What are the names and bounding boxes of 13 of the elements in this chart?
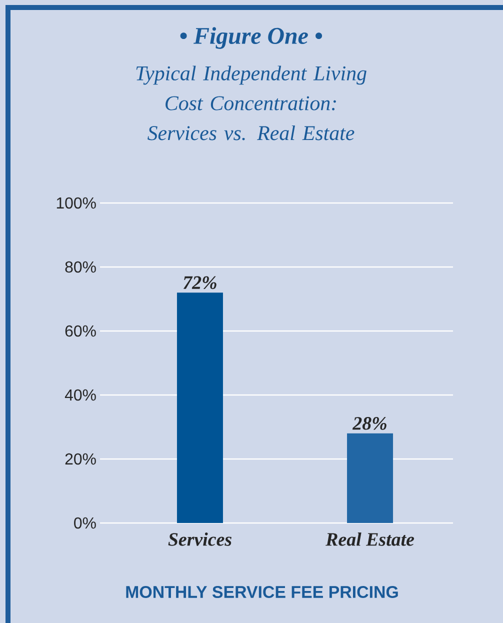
data-label: 28%	[352, 417, 386, 430]
y-tick-label: 100%	[56, 197, 96, 209]
x-tick-label: Services	[168, 532, 232, 546]
data-label: 72%	[183, 276, 216, 290]
chart-subtitle: Typical Independent Living Cost Concentration: Services vs. Real Estate	[136, 66, 366, 140]
x-axis-title: MONTHLY SERVICE FEE PRICING	[126, 586, 398, 598]
y-tick-label: 80%	[65, 261, 96, 273]
y-tick-label: 60%	[65, 325, 96, 337]
y-tick-label: 0%	[74, 517, 96, 529]
x-tick-label: Real Estate	[326, 532, 414, 546]
chart-title: • Figure One •	[180, 27, 322, 49]
y-tick-label: 20%	[65, 453, 96, 465]
y-tick-label: 40%	[64, 389, 96, 401]
